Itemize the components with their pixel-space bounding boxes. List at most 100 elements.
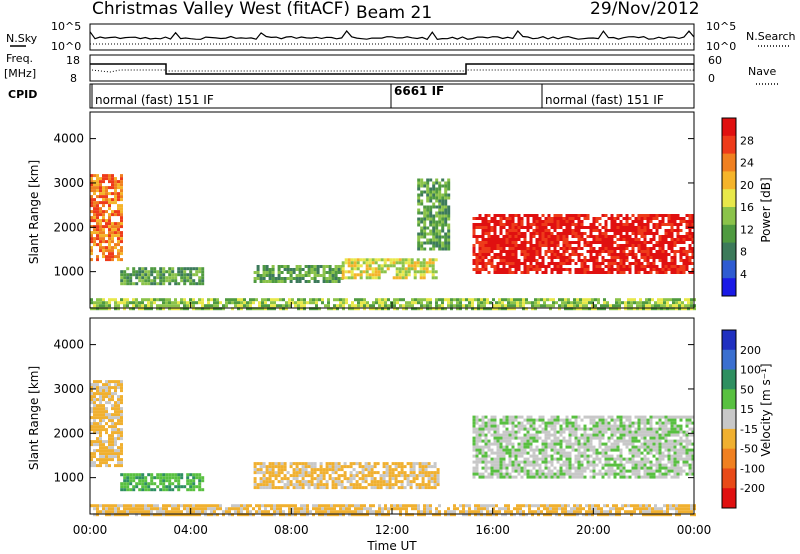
velocity-colorbar-tick-4: 15 — [740, 403, 754, 416]
nave-trace — [91, 69, 694, 73]
power-panel: 1000 2000 3000 4000 — [53, 111, 696, 311]
velocity-colorbar-swatch-3 — [722, 389, 736, 410]
power-ytick-label-0: 1000 — [53, 265, 84, 279]
power-region-4 — [417, 178, 451, 251]
velocity-colorbar-tick-5: 50 — [740, 383, 754, 396]
velocity-region-4 — [90, 504, 696, 517]
power-colorbar-swatch-8 — [722, 260, 736, 279]
power-colorbar: 4 8 12 16 20 24 28 — [721, 117, 754, 297]
velocity-data-layer — [90, 380, 696, 517]
velocity-colorbar: -200 -100 -50 -15 15 50 100 200 — [721, 329, 765, 509]
velocity-colorbar-tick-3: -15 — [740, 423, 758, 436]
power-region-2 — [253, 265, 344, 283]
power-region-3 — [341, 258, 438, 280]
power-colorbar-swatch-6 — [722, 224, 736, 244]
x-axis-ticks: 00:00 04:00 08:00 12:00 16:00 20:00 00:00 — [73, 302, 712, 537]
velocity-colorbar-tick-0: -200 — [740, 482, 765, 495]
nave-label: Nave — [748, 65, 776, 78]
power-colorbar-frame — [721, 117, 737, 297]
nsky-trace — [89, 30, 695, 41]
velocity-colorbar-tick-2: -50 — [740, 443, 758, 456]
power-colorbar-swatch-7 — [722, 242, 736, 261]
velocity-colorbar-swatch-5 — [722, 428, 736, 450]
velocity-colorbar-tick-6: 100 — [740, 364, 761, 377]
velocity-colorbar-swatch-1 — [722, 349, 736, 371]
power-colorbar-swatch-2 — [722, 153, 736, 172]
power-ytick-label-2: 3000 — [53, 176, 84, 190]
power-colorbar-label: Power [dB] — [759, 177, 773, 242]
power-ytick-label-1: 2000 — [53, 220, 84, 234]
velocity-region-3 — [472, 415, 695, 479]
velocity-y-ticks: 1000 2000 3000 4000 — [53, 338, 694, 485]
velocity-colorbar-tick-7: 200 — [740, 344, 761, 357]
x-tick-label-1: 04:00 — [173, 523, 208, 537]
velocity-colorbar-swatch-8 — [722, 488, 736, 509]
freq-label: Freq. — [6, 52, 33, 65]
nsearch-label: N.Search — [746, 30, 796, 43]
nsearch-tick-bottom: 10^0 — [706, 40, 736, 53]
x-tick-label-4: 16:00 — [475, 523, 510, 537]
x-tick-label-6: 00:00 — [677, 523, 712, 537]
power-region-5 — [472, 214, 695, 274]
power-colorbar-swatch-5 — [722, 207, 736, 226]
power-ytick-label-3: 4000 — [53, 132, 84, 146]
velocity-ytick-label-1: 2000 — [53, 426, 84, 440]
freq-unit-label: [MHz] — [4, 67, 36, 80]
power-colorbar-swatch-0 — [722, 118, 736, 137]
power-colorbar-tick-1: 8 — [740, 246, 747, 259]
velocity-ytick-label-2: 3000 — [53, 382, 84, 396]
nsearch-tick-top: 10^5 — [706, 20, 736, 33]
cpid-panel — [89, 83, 695, 109]
x-tick-label-2: 08:00 — [274, 523, 309, 537]
power-colorbar-tick-5: 24 — [740, 157, 754, 170]
power-region-1 — [120, 267, 205, 286]
power-colorbar-swatch-1 — [722, 135, 736, 155]
velocity-colorbar-tick-1: -100 — [740, 462, 765, 475]
power-data-layer — [90, 174, 696, 311]
freq-panel — [89, 54, 695, 82]
velocity-colorbar-swatch-0 — [722, 330, 736, 351]
velocity-colorbar-frame — [721, 329, 737, 509]
power-colorbar-tick-3: 16 — [740, 201, 754, 214]
velocity-ylabel: Slant Range [km] — [27, 366, 41, 470]
velocity-colorbar-swatch-6 — [722, 448, 736, 469]
power-colorbar-tick-6: 28 — [740, 134, 754, 147]
power-colorbar-swatch-4 — [722, 189, 736, 208]
x-tick-label-3: 12:00 — [375, 523, 410, 537]
cpid-segment-1: 6661 IF — [394, 84, 444, 98]
freq-tick-top: 18 — [66, 54, 80, 67]
power-ylabel: Slant Range [km] — [27, 160, 41, 264]
velocity-panel: 1000 2000 3000 4000 — [53, 317, 696, 517]
freq-tick-bottom: 8 — [70, 72, 77, 85]
x-tick-label-5: 20:00 — [576, 523, 611, 537]
nave-tick-bottom: 0 — [708, 72, 715, 85]
velocity-colorbar-swatch-7 — [722, 468, 736, 489]
cpid-label: CPID — [8, 88, 37, 101]
freq-trace — [90, 63, 694, 75]
cpid-segment-0: normal (fast) 151 IF — [95, 93, 214, 107]
velocity-colorbar-label: Velocity [m s⁻¹] — [759, 363, 773, 456]
power-colorbar-tick-4: 20 — [740, 179, 754, 192]
velocity-ytick-label-0: 1000 — [53, 471, 84, 485]
nsky-tick-bottom: 10^0 — [51, 40, 81, 53]
cpid-segment-2: normal (fast) 151 IF — [545, 93, 664, 107]
plot-title: Christmas Valley West (fitACF) — [92, 0, 350, 19]
date-label: 29/Nov/2012 — [590, 0, 700, 19]
velocity-region-2 — [253, 462, 440, 490]
power-region-0 — [90, 174, 123, 262]
power-region-6 — [90, 298, 696, 311]
x-tick-label-0: 00:00 — [73, 523, 108, 537]
x-axis-label: Time UT — [366, 539, 417, 553]
velocity-colorbar-swatch-2 — [722, 369, 736, 390]
velocity-ytick-label-3: 4000 — [53, 338, 84, 352]
power-colorbar-tick-2: 12 — [740, 223, 754, 236]
velocity-colorbar-swatch-4 — [722, 409, 736, 430]
velocity-region-0 — [90, 380, 123, 468]
beam-label: Beam 21 — [356, 3, 432, 23]
velocity-region-1 — [120, 473, 205, 492]
nsky-label: N.Sky — [6, 32, 38, 45]
power-colorbar-tick-0: 4 — [740, 268, 747, 281]
nave-tick-top: 60 — [708, 54, 722, 67]
